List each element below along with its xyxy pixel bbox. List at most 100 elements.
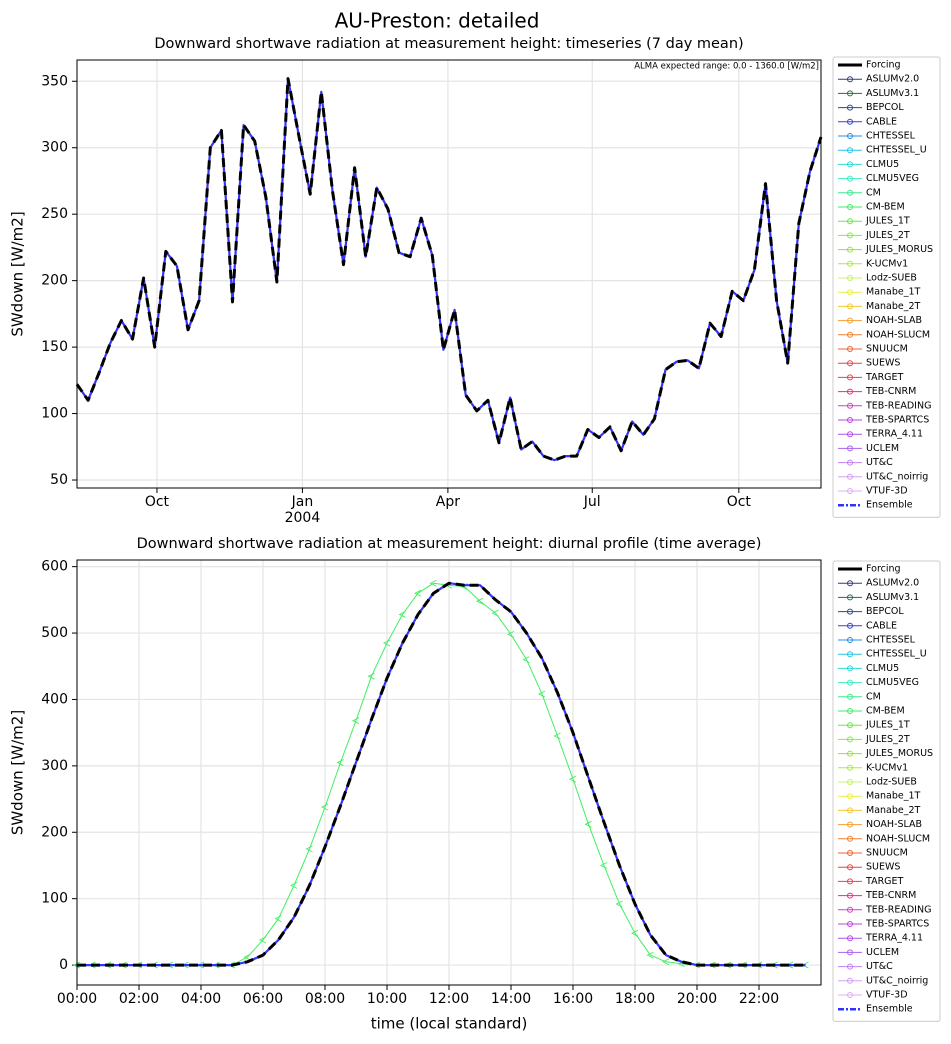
legend-label: UT&C: [866, 961, 893, 972]
legend-marker: [847, 147, 853, 154]
legend-label: JULES_2T: [865, 230, 910, 241]
legend-marker: [847, 750, 853, 757]
legend-marker: [847, 445, 853, 452]
legend-marker: [847, 963, 853, 970]
legend-marker: [847, 161, 853, 168]
legend-marker: [847, 921, 853, 927]
legend-label: JULES_1T: [865, 720, 910, 731]
legend-label: CHTESSEL: [866, 635, 916, 646]
legend-label: ASLUMv2.0: [866, 578, 919, 589]
legend-label: CABLE: [866, 620, 897, 631]
series-marker: [522, 656, 530, 664]
legend-marker: [847, 374, 853, 381]
x-tick-label: 04:00: [181, 991, 221, 1007]
series-marker: [382, 639, 391, 647]
legend-box: [832, 560, 941, 1022]
x-tick-label: 00:00: [57, 991, 97, 1007]
x-tick-sublabel: 2004: [285, 510, 321, 526]
legend-label: JULES_MORUS: [865, 748, 933, 759]
series-marker: [553, 732, 561, 740]
x-tick-label: Oct: [145, 494, 170, 510]
legend-label: TEB-CNRM: [865, 386, 916, 397]
legend-label: UT&C_noirrig: [866, 975, 928, 986]
legend-label: NOAH-SLUCM: [866, 329, 930, 340]
series-marker: [615, 900, 623, 908]
annotation: ALMA expected range: 0.0 - 1360.0 [W/m2]: [634, 62, 819, 72]
legend-marker: [847, 232, 853, 239]
series-marker: [258, 936, 267, 944]
legend-label: CM: [866, 691, 881, 702]
y-tick-label: 250: [41, 206, 68, 222]
legend-label: SNUUCM: [866, 344, 908, 355]
series-line: [77, 582, 806, 967]
legend-marker: [847, 992, 853, 998]
y-tick-label: 0: [59, 957, 68, 973]
y-tick-label: 200: [41, 824, 68, 840]
legend-label: Manabe_2T: [866, 301, 921, 312]
legend-marker: [847, 303, 853, 310]
legend-label: UT&C: [866, 457, 893, 468]
series-marker: [320, 803, 329, 811]
legend-label: SUEWS: [866, 358, 900, 369]
legend-marker: [847, 693, 853, 700]
legend-label: Ensemble: [866, 1004, 913, 1015]
legend-label: CABLE: [866, 116, 897, 127]
legend-marker: [847, 133, 853, 139]
legend-label: ASLUMv3.1: [866, 592, 919, 603]
plot-frame: [76, 559, 822, 986]
legend-marker: [847, 118, 853, 125]
legend-marker: [847, 764, 853, 771]
x-tick-label: 06:00: [243, 991, 283, 1007]
series-marker: [506, 630, 515, 638]
series-marker: [646, 951, 654, 959]
legend-marker: [847, 949, 853, 956]
x-tick-label: 14:00: [491, 991, 531, 1007]
y-tick-label: 50: [50, 472, 68, 488]
series-marker: [630, 929, 639, 937]
y-tick-label: 100: [41, 406, 68, 422]
legend-label: TERRA_4.11: [865, 429, 923, 440]
legend-marker: [847, 488, 853, 494]
legend-marker: [847, 218, 853, 225]
legend-marker: [847, 637, 853, 643]
legend-marker: [847, 331, 853, 338]
y-tick-label: 300: [41, 140, 68, 156]
series-marker: [305, 845, 313, 853]
legend-label: TEB-READING: [865, 400, 931, 411]
legend-label: Manabe_1T: [866, 287, 921, 298]
series-marker: [274, 915, 282, 922]
legend-marker: [847, 679, 853, 686]
legend-marker: [847, 204, 853, 210]
legend-label: CLMU5: [866, 663, 899, 674]
legend-marker: [847, 622, 853, 629]
legend-marker: [847, 821, 853, 828]
legend-marker: [847, 935, 853, 942]
legend-label: Forcing: [866, 564, 901, 575]
legend-label: Ensemble: [866, 500, 913, 511]
legend-marker: [847, 977, 853, 984]
legend-label: CHTESSEL_U: [866, 145, 927, 156]
series-marker: [336, 759, 344, 766]
legend-label: CLMU5VEG: [866, 677, 919, 688]
legend-marker: [847, 473, 853, 480]
legend-box: [832, 56, 941, 518]
legend-label: TEB-SPARTCS: [865, 919, 929, 930]
series-marker: [429, 579, 437, 587]
legend-label: CM-BEM: [866, 202, 905, 213]
y-tick-label: 350: [41, 73, 68, 89]
legend-label: VTUF-3D: [866, 990, 908, 1001]
legend-label: CHTESSEL_U: [866, 649, 927, 660]
x-tick-label: Oct: [727, 494, 752, 510]
x-tick-label: 08:00: [305, 991, 345, 1007]
series-marker: [491, 609, 499, 617]
series-marker: [568, 775, 577, 783]
legend-label: CLMU5VEG: [866, 173, 919, 184]
legend-label: CLMU5: [866, 159, 899, 170]
legend-marker: [847, 779, 853, 785]
legend-marker: [847, 608, 853, 615]
series-marker: [413, 589, 422, 597]
legend-label: UCLEM: [866, 443, 899, 454]
legend-label: TARGET: [865, 876, 904, 887]
legend-label: Lodz-SUEB: [866, 777, 917, 788]
